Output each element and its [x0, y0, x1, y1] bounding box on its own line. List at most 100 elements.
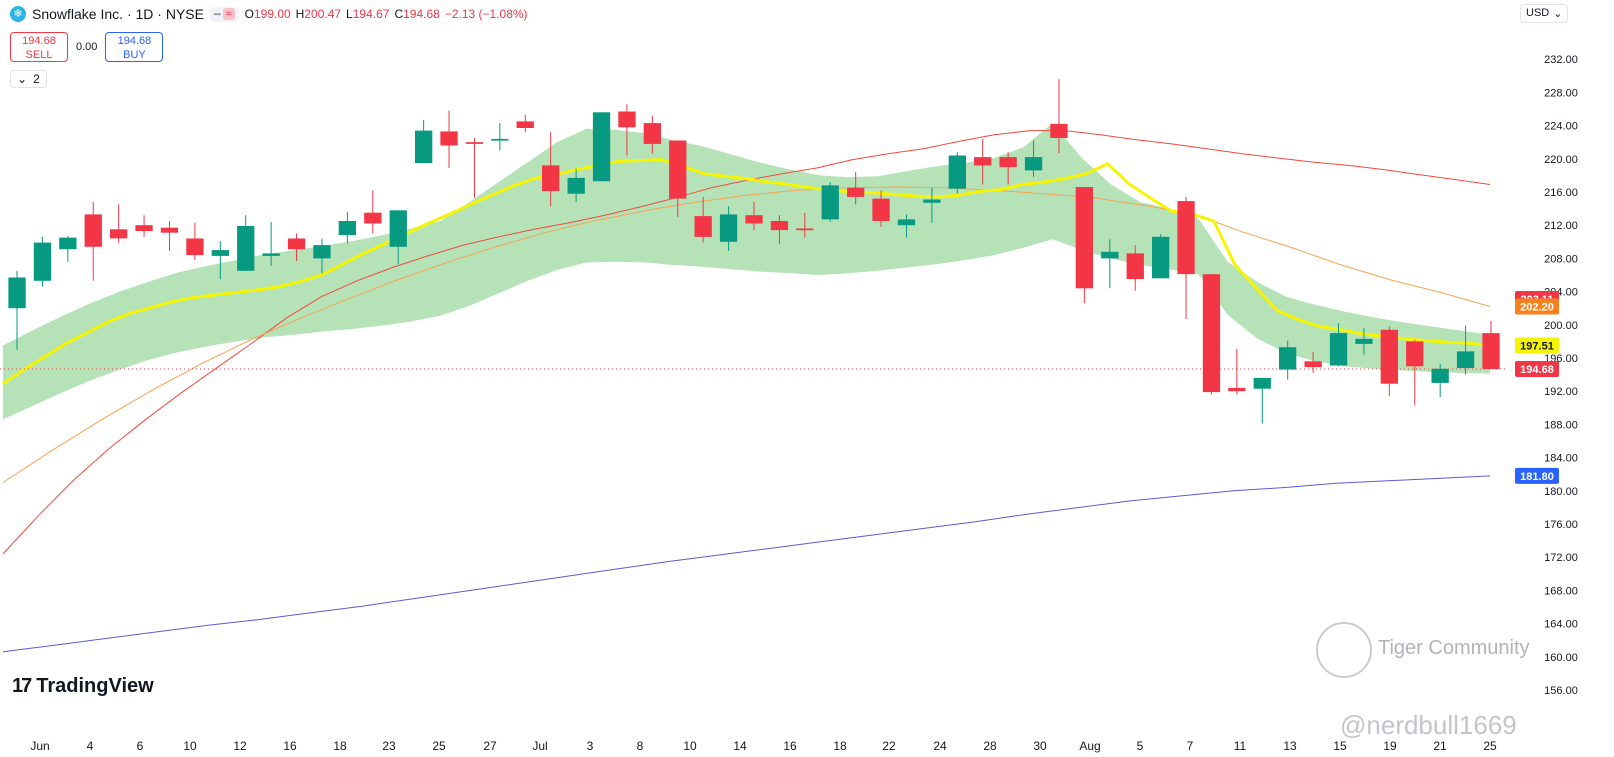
candle-body [770, 221, 789, 231]
indicators-count: 2 [33, 72, 40, 86]
watermark-handle: @nerdbull1669 [1340, 710, 1517, 740]
candle [33, 236, 52, 287]
minus-icon: ━ [213, 8, 221, 21]
candle [821, 182, 839, 222]
price-tag: 194.68 [1515, 360, 1559, 377]
price-tag-label: 181.80 [1520, 471, 1554, 483]
candle-body [1101, 251, 1119, 259]
candle-body [1304, 361, 1322, 368]
candle-body [1177, 201, 1195, 275]
x-tick-label: 5 [1137, 739, 1144, 753]
candle [796, 212, 814, 238]
y-tick-label: 232.00 [1544, 54, 1578, 66]
candle [1380, 326, 1398, 397]
candle [465, 138, 484, 198]
buy-button[interactable]: 194.68 BUY [105, 32, 164, 62]
candle [516, 114, 534, 133]
high-value: 200.47 [304, 7, 342, 21]
y-tick-label: 184.00 [1544, 453, 1578, 465]
candle-body [948, 155, 966, 189]
tiger-community-logo-icon [1316, 622, 1372, 678]
candle [1228, 348, 1246, 395]
y-tick-label: 228.00 [1544, 87, 1578, 99]
price-tag: 197.51 [1515, 337, 1559, 354]
currency-label: USD [1526, 7, 1550, 19]
candle-body [364, 212, 382, 224]
x-tick-label: 28 [983, 739, 997, 753]
price-tag: 181.80 [1515, 467, 1559, 484]
x-tick-label: 19 [1383, 739, 1397, 753]
candle [8, 270, 26, 350]
x-tick-label: 6 [137, 739, 144, 753]
trade-panel: 194.68 SELL 0.00 194.68 BUY [10, 32, 164, 62]
tradingview-logo[interactable]: 17 TradingView [12, 675, 154, 698]
price-tag: 202.20 [1515, 298, 1559, 315]
y-tick-label: 156.00 [1544, 685, 1578, 697]
candle [440, 110, 458, 168]
candle [719, 206, 738, 251]
visibility-toggle[interactable]: ━ ≈ [209, 6, 239, 22]
x-tick-label: 10 [683, 739, 697, 753]
candle-body [8, 277, 26, 309]
close-value: 194.68 [403, 7, 440, 21]
candle-body [1228, 387, 1246, 392]
x-tick-label: 25 [1483, 739, 1497, 753]
candle [923, 187, 941, 223]
x-tick-label: 14 [733, 739, 747, 753]
candle [313, 238, 331, 274]
candle [1152, 234, 1170, 279]
currency-select[interactable]: USD ⌄ [1520, 4, 1569, 23]
x-tick-label: 12 [233, 739, 247, 753]
buy-price: 194.68 [117, 35, 152, 47]
open-value: 199.00 [253, 7, 291, 21]
y-tick-label: 216.00 [1544, 187, 1578, 199]
ma100-line [2, 130, 1491, 555]
candle-body [592, 112, 611, 182]
symbol-title[interactable]: Snowflake Inc. · 1D · NYSE [32, 6, 204, 22]
x-tick-label: 18 [833, 739, 847, 753]
candle-body [694, 216, 712, 237]
candle [694, 196, 712, 243]
candle [59, 235, 77, 262]
candle-body [796, 228, 814, 231]
candle [364, 190, 382, 234]
candle-body [618, 111, 636, 128]
candle-body [1482, 333, 1500, 369]
candle-body [719, 214, 738, 242]
indicators-toggle[interactable]: ⌄ 2 [10, 70, 47, 88]
approx-icon: ≈ [222, 8, 235, 20]
price-tag-label: 202.20 [1520, 302, 1554, 314]
candle [1482, 320, 1500, 370]
candle-body [186, 238, 204, 256]
price-axis [1505, 0, 1614, 757]
candle [1304, 352, 1322, 373]
ohlc-readout: O199.00 H200.47 L194.67 C194.68 −2.13 (−… [245, 7, 528, 21]
sell-button[interactable]: 194.68 SELL [10, 32, 68, 62]
candle [1101, 239, 1119, 289]
candle-body [1152, 236, 1170, 279]
candle-body [821, 185, 839, 220]
candle [160, 221, 179, 251]
candle [974, 138, 992, 185]
candle [1456, 325, 1475, 375]
candle-body [160, 227, 179, 233]
sell-price: 194.68 [22, 35, 56, 47]
candle [592, 112, 611, 182]
open-label: O [244, 7, 254, 21]
candle [872, 190, 890, 227]
chevron-down-icon: ⌄ [1553, 8, 1563, 20]
x-tick-label: 22 [882, 739, 896, 753]
watermark-text: Tiger Community [1378, 637, 1530, 659]
x-tick-label: 16 [283, 739, 297, 753]
x-tick-label: Jul [532, 739, 547, 753]
candle-body [440, 131, 458, 146]
candle [542, 132, 560, 207]
candle-body [669, 140, 687, 199]
candle-body [1279, 347, 1297, 370]
candle-body [491, 138, 509, 141]
candle-body [1202, 274, 1221, 393]
candle [999, 152, 1017, 185]
candle [567, 168, 585, 202]
x-tick-label: 24 [933, 739, 947, 753]
